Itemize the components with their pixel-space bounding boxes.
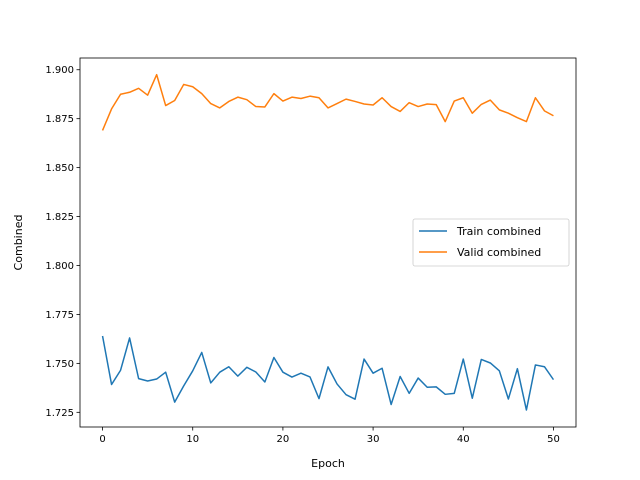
y-tick-label: 1.900 bbox=[45, 65, 74, 76]
y-tick-label: 1.800 bbox=[45, 261, 74, 272]
plot-frame bbox=[79, 57, 577, 428]
legend: Train combined Valid combined bbox=[412, 218, 570, 267]
series-layer bbox=[101, 73, 555, 411]
x-tick-label: 40 bbox=[457, 434, 470, 445]
series-line-train bbox=[101, 335, 555, 411]
x-axis: 0 10 20 30 40 50 bbox=[99, 427, 560, 445]
x-tick-label: 0 bbox=[99, 434, 105, 445]
y-tick-label: 1.775 bbox=[45, 310, 74, 321]
legend-box bbox=[412, 218, 570, 267]
y-tick-label: 1.750 bbox=[45, 359, 74, 370]
y-tick-label: 1.875 bbox=[45, 114, 74, 125]
x-tick-label: 30 bbox=[367, 434, 380, 445]
y-axis: 1.725 1.750 1.775 1.800 1.825 1.850 1.875 1.900 bbox=[45, 65, 80, 419]
x-tick-label: 50 bbox=[547, 434, 560, 445]
y-axis-label: Combined bbox=[12, 215, 25, 271]
legend-label-valid: Valid combined bbox=[457, 246, 541, 259]
series-line-valid bbox=[101, 73, 554, 131]
y-tick-label: 1.850 bbox=[45, 163, 74, 174]
y-tick-label: 1.725 bbox=[45, 408, 74, 419]
y-tick-label: 1.825 bbox=[45, 212, 74, 223]
x-tick-label: 10 bbox=[186, 434, 199, 445]
x-axis-label: Epoch bbox=[311, 457, 345, 470]
legend-label-train: Train combined bbox=[456, 225, 541, 238]
x-tick-label: 20 bbox=[277, 434, 290, 445]
